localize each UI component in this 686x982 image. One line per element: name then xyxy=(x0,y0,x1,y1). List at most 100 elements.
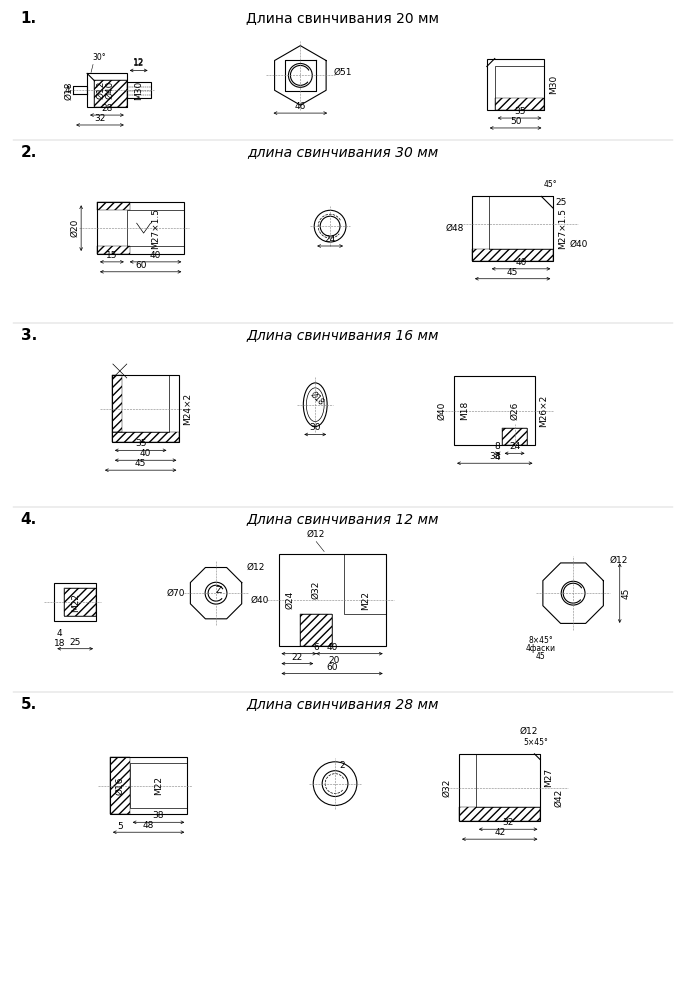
Text: 8: 8 xyxy=(495,442,501,452)
Text: Ø18: Ø18 xyxy=(64,82,73,99)
Text: 40: 40 xyxy=(150,250,161,260)
Text: Ø40: Ø40 xyxy=(250,596,269,605)
Text: Ø48: Ø48 xyxy=(446,224,464,233)
Text: 60: 60 xyxy=(327,663,338,672)
Text: Ø16: Ø16 xyxy=(115,777,124,794)
Text: 4: 4 xyxy=(56,628,62,638)
Bar xyxy=(94,81,127,107)
Text: 28: 28 xyxy=(102,104,113,113)
Bar xyxy=(454,376,536,446)
Bar xyxy=(97,246,130,254)
Bar xyxy=(472,196,554,261)
Text: длина свинчивания 30 мм: длина свинчивания 30 мм xyxy=(248,144,438,159)
Text: Длина свинчивания 12 мм: Длина свинчивания 12 мм xyxy=(247,512,439,525)
Bar xyxy=(112,375,122,432)
Bar xyxy=(112,375,169,432)
Text: 6: 6 xyxy=(314,642,319,652)
Bar xyxy=(112,375,179,443)
Text: Ø12: Ø12 xyxy=(519,727,538,736)
Text: Ø12: Ø12 xyxy=(610,556,628,565)
Bar xyxy=(476,754,541,807)
Text: Ø12: Ø12 xyxy=(247,563,265,572)
Text: 1.: 1. xyxy=(21,11,37,26)
Text: 46: 46 xyxy=(295,102,306,111)
Text: 32: 32 xyxy=(502,818,514,827)
Bar xyxy=(501,427,528,446)
Text: Ø40: Ø40 xyxy=(437,402,446,420)
Bar xyxy=(87,74,127,107)
Bar xyxy=(97,202,130,210)
Text: 2.: 2. xyxy=(21,144,37,160)
Text: Длина свинчивания 28 мм: Длина свинчивания 28 мм xyxy=(247,697,439,711)
Text: 22: 22 xyxy=(292,653,303,662)
Text: Ø42: Ø42 xyxy=(554,789,563,806)
Text: Ø26: Ø26 xyxy=(510,402,519,420)
Bar xyxy=(344,555,386,614)
Text: 40: 40 xyxy=(515,258,527,267)
Bar xyxy=(94,81,127,107)
Text: Ø12: Ø12 xyxy=(97,82,106,99)
Text: 45°: 45° xyxy=(543,181,557,190)
Text: Ø32: Ø32 xyxy=(311,581,321,599)
Bar xyxy=(127,82,150,98)
Text: 35: 35 xyxy=(514,107,525,116)
Text: Ø51: Ø51 xyxy=(333,68,352,77)
Bar xyxy=(54,583,96,621)
Text: 8×45°: 8×45° xyxy=(528,635,553,645)
Text: Ø70: Ø70 xyxy=(167,588,185,598)
Text: Ø20: Ø20 xyxy=(70,219,79,238)
Text: Ø24: Ø24 xyxy=(285,591,294,609)
Bar xyxy=(97,202,185,254)
Text: Ø12: Ø12 xyxy=(307,529,325,538)
Text: 30°: 30° xyxy=(92,52,106,62)
Text: 40: 40 xyxy=(327,642,338,652)
Text: 24: 24 xyxy=(324,235,335,244)
Text: 50: 50 xyxy=(510,117,521,126)
Text: M27×1.5: M27×1.5 xyxy=(151,207,160,248)
Text: 24: 24 xyxy=(509,442,520,452)
Text: M27: M27 xyxy=(545,768,554,788)
Bar xyxy=(110,757,187,814)
Text: Z: Z xyxy=(216,585,222,595)
Text: M26×2: M26×2 xyxy=(539,395,548,427)
Text: 4фаски: 4фаски xyxy=(525,644,556,653)
Text: 45: 45 xyxy=(135,460,146,468)
Text: Ø18: Ø18 xyxy=(309,390,326,408)
Text: 25: 25 xyxy=(69,637,81,647)
Text: 48: 48 xyxy=(143,821,154,830)
Text: Ø40: Ø40 xyxy=(106,82,115,99)
Bar xyxy=(300,614,332,646)
Text: 30: 30 xyxy=(309,423,321,432)
Text: M22: M22 xyxy=(71,592,80,612)
Text: 38: 38 xyxy=(489,453,501,462)
Text: M22: M22 xyxy=(154,776,163,795)
Bar xyxy=(459,754,541,821)
Text: M18: M18 xyxy=(460,401,469,420)
Bar xyxy=(300,614,332,646)
Text: 5×45°: 5×45° xyxy=(523,737,548,747)
Bar xyxy=(279,555,386,646)
Text: 45: 45 xyxy=(507,268,519,277)
Text: 60: 60 xyxy=(135,261,146,270)
Text: M30: M30 xyxy=(134,81,143,100)
Text: Ø40: Ø40 xyxy=(569,240,587,248)
Bar xyxy=(64,588,96,616)
Text: 42: 42 xyxy=(494,828,506,838)
Bar xyxy=(495,67,545,110)
Text: M30: M30 xyxy=(549,75,558,94)
Text: 18: 18 xyxy=(54,639,65,648)
Bar xyxy=(495,98,545,110)
Text: 15: 15 xyxy=(106,250,117,260)
Text: 32: 32 xyxy=(94,114,106,123)
Text: M24×2: M24×2 xyxy=(183,393,192,425)
Text: 25: 25 xyxy=(555,198,567,207)
Bar xyxy=(489,196,554,249)
Text: 4: 4 xyxy=(495,454,501,463)
Bar xyxy=(130,763,187,808)
Text: 12: 12 xyxy=(133,60,144,69)
Text: 3.: 3. xyxy=(21,328,37,344)
Text: 45: 45 xyxy=(622,587,630,599)
Text: 5.: 5. xyxy=(21,697,37,712)
Text: 4: 4 xyxy=(64,85,70,95)
Bar xyxy=(110,757,130,814)
